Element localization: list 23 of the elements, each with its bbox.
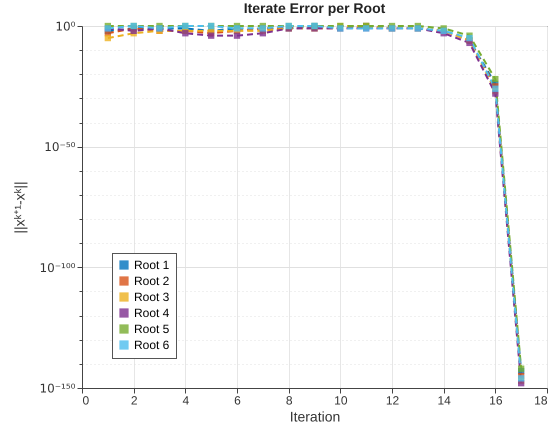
x-tick-label: 2 [130,394,138,408]
x-tick-label: 10 [334,394,348,408]
legend-label: Root 4 [134,306,170,320]
x-tick-label: 0 [82,394,90,408]
x-tick-label: 12 [386,394,400,408]
x-axis-title: Iteration [290,408,340,424]
y-tick-label: 10⁻⁵⁰ [44,140,76,154]
legend-label: Root 1 [134,258,170,272]
y-tick-label: 10⁻¹⁰⁰ [39,260,76,275]
y-tick-label: 10⁻¹⁵⁰ [39,382,76,396]
legend-label: Root 5 [134,322,170,336]
chart-title: Iterate Error per Root [244,0,386,16]
x-tick-label: 14 [437,394,452,408]
x-tick-label: 6 [234,394,242,408]
legend-label: Root 3 [134,290,170,304]
x-tick-label: 18 [534,394,548,408]
x-tick-label: 8 [286,394,293,408]
y-axis-title: ||xᵏ⁺¹-xᵏ|| [11,181,28,234]
legend-label: Root 6 [134,338,170,352]
x-tick-label: 16 [489,394,503,408]
y-tick-label: 10⁰ [55,20,76,34]
legend-label: Root 2 [134,274,170,288]
x-tick-label: 4 [182,394,190,408]
